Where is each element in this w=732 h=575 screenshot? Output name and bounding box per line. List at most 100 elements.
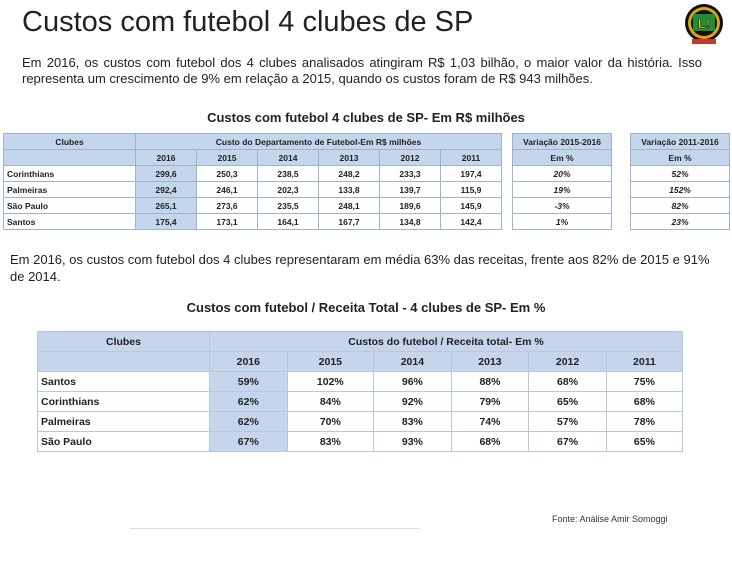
table1-var1-header: Variação 2015-2016 <box>512 133 612 150</box>
club-name: Santos <box>37 371 210 392</box>
table-row: São Paulo 265,1 273,6 235,5 248,1 189,6 … <box>3 197 730 214</box>
table-cell: 96% <box>373 371 452 392</box>
table1-year: 2014 <box>257 149 319 166</box>
table-cell: 67% <box>528 431 607 452</box>
table-cell: 79% <box>450 391 530 412</box>
table1-year: 2015 <box>196 149 258 166</box>
table1-unit: Em % <box>512 149 612 166</box>
table-cell: 248,1 <box>318 197 380 214</box>
table-row: Corinthians 62% 84% 92% 79% 65% 68% <box>37 391 684 412</box>
costs-table: Clubes Custo do Departamento de Futebol-… <box>3 133 730 230</box>
table-cell: 68% <box>605 391 684 412</box>
table-cell: 233,3 <box>379 165 441 182</box>
table-cell: 57% <box>528 411 607 432</box>
table2-clubs-header: Clubes <box>37 331 210 352</box>
table2-year: 2016 <box>209 351 288 372</box>
club-name: São Paulo <box>37 431 210 452</box>
table2-title: Custos com futebol / Receita Total - 4 c… <box>186 300 546 315</box>
table-cell: 65% <box>528 391 607 412</box>
table-cell: 115,9 <box>440 181 502 198</box>
table-cell: 197,4 <box>440 165 502 182</box>
table-cell: 173,1 <box>196 213 258 230</box>
club-name: Santos <box>3 213 136 230</box>
table1-var2-header: Variação 2011-2016 <box>630 133 730 150</box>
variation-cell: 19% <box>512 181 612 198</box>
table-cell: 65% <box>605 431 684 452</box>
table2-year: 2014 <box>373 351 452 372</box>
table-cell: 78% <box>605 411 684 432</box>
table-cell: 70% <box>286 411 375 432</box>
table1-year: 2012 <box>379 149 441 166</box>
table-cell: 202,3 <box>257 181 319 198</box>
table1-clubs-header: Clubes <box>3 133 136 150</box>
variation-cell: 152% <box>630 181 730 198</box>
source-note: Fonte: Análise Amir Somoggi <box>552 514 668 524</box>
table-cell: 67% <box>209 431 288 452</box>
table-row: Palmeiras 292,4 246,1 202,3 133,8 139,7 … <box>3 181 730 198</box>
table-row: Santos 59% 102% 96% 88% 68% 75% <box>37 371 684 392</box>
variation-cell: 82% <box>630 197 730 214</box>
table-cell: 88% <box>450 371 530 392</box>
table-row: Palmeiras 62% 70% 83% 74% 57% 78% <box>37 411 684 432</box>
table-cell: 142,4 <box>440 213 502 230</box>
table-cell: 175,4 <box>135 213 197 230</box>
table-cell: 139,7 <box>379 181 441 198</box>
variation-cell: 20% <box>512 165 612 182</box>
variation-cell: 52% <box>630 165 730 182</box>
page-title: Custos com futebol 4 clubes de SP <box>22 6 474 38</box>
table-cell: 164,1 <box>257 213 319 230</box>
table-cell: 83% <box>373 411 452 432</box>
table-cell: 92% <box>373 391 452 412</box>
table-cell: 83% <box>286 431 375 452</box>
table-cell: 59% <box>209 371 288 392</box>
table-row: Santos 175,4 173,1 164,1 167,7 134,8 142… <box>3 213 730 230</box>
divider <box>130 528 420 529</box>
lance-logo-icon: L! <box>685 4 723 44</box>
table-cell: 265,1 <box>135 197 197 214</box>
table-cell: 292,4 <box>135 181 197 198</box>
club-name: Corinthians <box>3 165 136 182</box>
table-cell: 273,6 <box>196 197 258 214</box>
table-cell: 74% <box>450 411 530 432</box>
cost-revenue-table: Clubes Custos do futebol / Receita total… <box>37 331 684 452</box>
table1-year: 2011 <box>440 149 502 166</box>
club-name: Corinthians <box>37 391 210 412</box>
table-cell: 238,5 <box>257 165 319 182</box>
table-cell: 84% <box>286 391 375 412</box>
table-cell: 248,2 <box>318 165 380 182</box>
table1-group-header: Custo do Departamento de Futebol-Em R$ m… <box>135 133 502 150</box>
table1-unit: Em % <box>630 149 730 166</box>
table1-year: 2013 <box>318 149 380 166</box>
mid-paragraph: Em 2016, os custos com futebol dos 4 clu… <box>10 252 710 284</box>
table-cell: 134,8 <box>379 213 441 230</box>
table-row: São Paulo 67% 83% 93% 68% 67% 65% <box>37 431 684 452</box>
table-cell: 246,1 <box>196 181 258 198</box>
table-cell: 167,7 <box>318 213 380 230</box>
table1-year: 2016 <box>135 149 197 166</box>
table-cell: 68% <box>528 371 607 392</box>
table1-title: Custos com futebol 4 clubes de SP- Em R$… <box>207 110 525 125</box>
table-cell: 75% <box>605 371 684 392</box>
table-cell: 133,8 <box>318 181 380 198</box>
table-cell: 189,6 <box>379 197 441 214</box>
table-cell: 235,5 <box>257 197 319 214</box>
table-cell: 68% <box>450 431 530 452</box>
table-cell: 250,3 <box>196 165 258 182</box>
table2-year: 2013 <box>450 351 530 372</box>
table-cell: 299,6 <box>135 165 197 182</box>
club-name: Palmeiras <box>37 411 210 432</box>
table-cell: 62% <box>209 411 288 432</box>
variation-cell: 23% <box>630 213 730 230</box>
variation-cell: -3% <box>512 197 612 214</box>
table-cell: 62% <box>209 391 288 412</box>
table-cell: 102% <box>286 371 375 392</box>
svg-text:L!: L! <box>698 16 710 31</box>
club-name: Palmeiras <box>3 181 136 198</box>
table2-year: 2012 <box>528 351 607 372</box>
intro-paragraph: Em 2016, os custos com futebol dos 4 clu… <box>22 55 702 86</box>
table2-group-header: Custos do futebol / Receita total- Em % <box>209 331 683 352</box>
table-cell: 93% <box>373 431 452 452</box>
table-row: Corinthians 299,6 250,3 238,5 248,2 233,… <box>3 165 730 182</box>
table2-year: 2011 <box>605 351 684 372</box>
table2-year: 2015 <box>286 351 375 372</box>
